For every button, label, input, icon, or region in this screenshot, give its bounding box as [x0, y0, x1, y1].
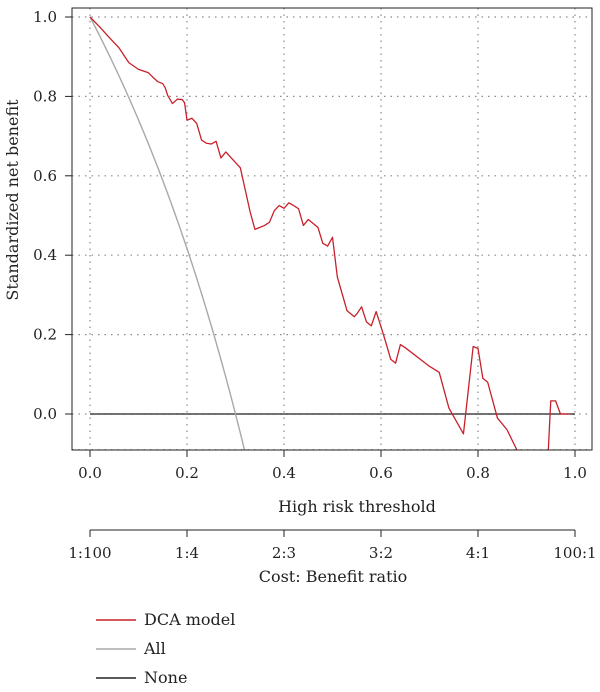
x-axis: 0.0 0.2 0.4 0.6 0.8 1.0 — [78, 449, 587, 482]
cost-benefit-tick-label: 3:2 — [369, 544, 393, 562]
y-axis: 0.0 0.2 0.4 0.6 0.8 1.0 — [33, 8, 73, 423]
y-tick-label: 0.0 — [33, 405, 57, 423]
y-tick-label: 0.6 — [33, 167, 57, 185]
legend-label: None — [144, 668, 187, 687]
cost-benefit-tick-label: 4:1 — [466, 544, 490, 562]
cost-benefit-tick-label: 1:4 — [175, 544, 199, 562]
x-tick-label: 1.0 — [563, 464, 587, 482]
cost-benefit-axis-title: Cost: Benefit ratio — [259, 567, 408, 586]
series-dca-line — [547, 400, 571, 450]
legend-label: All — [143, 639, 166, 658]
x-tick-label: 0.8 — [466, 464, 490, 482]
cost-benefit-tick-label: 2:3 — [272, 544, 296, 562]
legend: DCA model All None — [96, 610, 235, 687]
x-tick-label: 0.0 — [78, 464, 102, 482]
y-tick-label: 0.2 — [33, 326, 57, 344]
x-tick-label: 0.2 — [175, 464, 199, 482]
series-all-layer — [89, 16, 246, 450]
series-dca-line — [89, 16, 518, 451]
y-axis-title: Standardized net benefit — [3, 99, 22, 301]
x-tick-label: 0.6 — [369, 464, 393, 482]
cost-benefit-axis: 1:100 1:4 2:3 3:2 4:1 100:1 — [68, 529, 597, 562]
x-tick-label: 0.4 — [272, 464, 296, 482]
series-dca-layer — [89, 16, 571, 451]
y-tick-label: 0.8 — [33, 87, 57, 105]
legend-label: DCA model — [144, 610, 235, 629]
series-all-line — [89, 16, 246, 450]
cost-benefit-tick-label: 100:1 — [553, 544, 596, 562]
y-tick-label: 1.0 — [33, 8, 57, 26]
cost-benefit-tick-label: 1:100 — [68, 544, 111, 562]
y-tick-label: 0.4 — [33, 246, 57, 264]
x-axis-title: High risk threshold — [278, 497, 436, 516]
